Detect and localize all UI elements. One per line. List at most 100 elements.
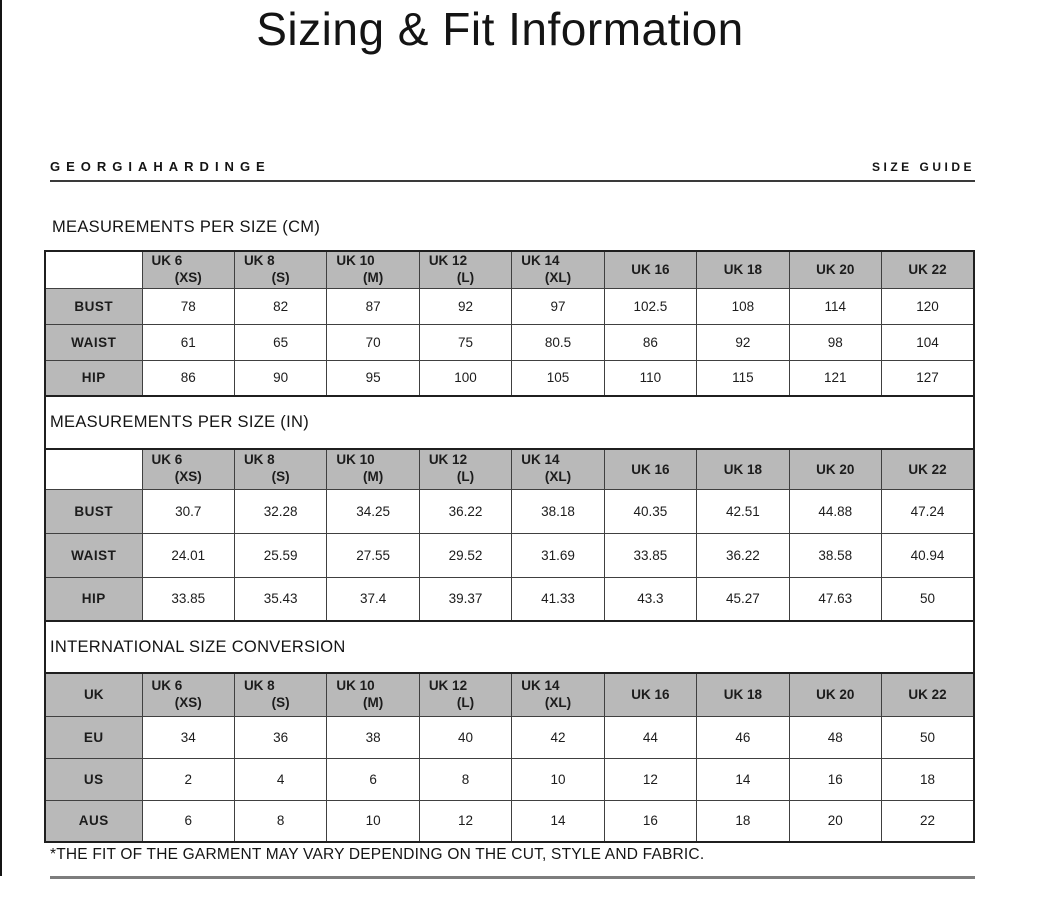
- corner-cell: [44, 250, 143, 289]
- measurement-value: 38.18: [511, 488, 605, 534]
- size-label-line2: (S): [271, 694, 290, 710]
- measurement-value: 42: [511, 715, 605, 759]
- table-row: US 2 4 6 8 10 12 14 16 18: [44, 757, 975, 801]
- size-column-header: UK 22: [881, 250, 975, 289]
- size-column-header: UK 18: [696, 672, 790, 717]
- size-column-header: UK 16: [603, 672, 698, 717]
- measurement-value: 48: [788, 715, 883, 759]
- measurement-value: 87: [326, 287, 420, 325]
- size-label-line1: UK 6: [151, 252, 183, 268]
- size-label-line1: UK 8: [243, 452, 275, 468]
- measurement-value: 29.52: [418, 532, 513, 578]
- size-column-header: UK 14 (XL): [511, 250, 605, 289]
- size-label-line2: (XS): [174, 469, 202, 485]
- top-divider: [50, 180, 975, 182]
- table-row: BUST 78 82 87 92 97 102.5 108 114 120: [44, 287, 975, 325]
- measurement-value: 105: [511, 359, 605, 397]
- measurement-value: 18: [881, 757, 975, 801]
- row-label: HIP: [44, 359, 143, 397]
- size-label-line2: (M): [362, 694, 384, 710]
- row-label: EU: [44, 715, 143, 759]
- size-column-header: UK 6 (XS): [141, 448, 235, 490]
- measurement-value: 36.22: [696, 532, 790, 578]
- row-label: BUST: [44, 488, 143, 534]
- measurement-value: 104: [881, 323, 975, 361]
- measurement-value: 34.25: [326, 488, 420, 534]
- table-row: AUS 6 8 10 12 14 16 18 20 22: [44, 799, 975, 843]
- measurement-value: 8: [418, 757, 513, 801]
- measurement-value: 10: [511, 757, 605, 801]
- measurement-value: 46: [696, 715, 790, 759]
- measurement-value: 75: [418, 323, 513, 361]
- size-label-line1: UK 10: [336, 252, 375, 268]
- page-edge-line: [0, 0, 2, 876]
- size-label-line2: (XS): [174, 694, 202, 710]
- size-column-header: UK 8 (S): [233, 672, 328, 717]
- measurement-value: 36.22: [418, 488, 513, 534]
- size-label-line2: (L): [456, 469, 475, 485]
- measurement-value: 95: [326, 359, 420, 397]
- row-label: US: [44, 757, 143, 801]
- table-row: WAIST 61 65 70 75 80.5 86 92 98 104: [44, 323, 975, 361]
- measurement-value: 78: [141, 287, 235, 325]
- measurement-value: 30.7: [141, 488, 235, 534]
- size-label-line1: UK 14: [521, 452, 560, 468]
- size-label-line1: UK 8: [243, 252, 275, 268]
- fit-disclaimer: *THE FIT OF THE GARMENT MAY VARY DEPENDI…: [50, 846, 705, 863]
- size-label-line2: (XL): [544, 269, 572, 285]
- size-guide-label: SIZE GUIDE: [871, 160, 975, 174]
- measurement-value: 38.58: [788, 532, 883, 578]
- measurement-value: 86: [141, 359, 235, 397]
- size-column-header: UK 16: [603, 448, 698, 490]
- measurement-value: 50: [881, 576, 975, 622]
- measurement-value: 31.69: [511, 532, 605, 578]
- size-column-header: UK 18: [696, 250, 790, 289]
- size-label-line1: UK 14: [521, 252, 560, 268]
- row-label: WAIST: [44, 532, 143, 578]
- measurement-value: 102.5: [603, 287, 698, 325]
- measurement-value: 121: [788, 359, 883, 397]
- page-title: Sizing & Fit Information: [256, 3, 744, 55]
- measurement-value: 34: [141, 715, 235, 759]
- section-heading: MEASUREMENTS PER SIZE (IN): [44, 397, 975, 448]
- measurement-value: 90: [233, 359, 328, 397]
- brand-name: GEORGIAHARDINGE: [50, 159, 271, 174]
- measurement-value: 86: [603, 323, 698, 361]
- size-label-line1: UK 10: [336, 452, 375, 468]
- measurement-value: 61: [141, 323, 235, 361]
- measurement-value: 115: [696, 359, 790, 397]
- size-column-header: UK 18: [696, 448, 790, 490]
- measurement-value: 16: [788, 757, 883, 801]
- size-label-line1: UK 12: [428, 252, 468, 268]
- table-row: BUST 30.7 32.28 34.25 36.22 38.18 40.35 42.51 44…: [44, 488, 975, 534]
- measurement-value: 45.27: [696, 576, 790, 622]
- measurement-value: 14: [696, 757, 790, 801]
- measurement-value: 18: [696, 799, 790, 843]
- measurement-value: 100: [418, 359, 513, 397]
- measurement-value: 108: [696, 287, 790, 325]
- measurement-value: 40.94: [881, 532, 975, 578]
- measurement-value: 2: [141, 757, 235, 801]
- measurement-value: 82: [233, 287, 328, 325]
- bottom-divider: [50, 876, 975, 879]
- measurement-value: 14: [511, 799, 605, 843]
- size-label-line2: (M): [362, 269, 384, 285]
- size-column-header: UK 10 (M): [326, 250, 420, 289]
- size-column-header: UK 22: [881, 448, 975, 490]
- size-label-line2: (M): [362, 469, 384, 485]
- brand-row: GEORGIAHARDINGE SIZE GUIDE: [50, 159, 975, 174]
- size-column-header: UK 6 (XS): [141, 672, 235, 717]
- measurement-value: 40.35: [603, 488, 698, 534]
- measurement-value: 70: [326, 323, 420, 361]
- measurement-value: 36: [233, 715, 328, 759]
- size-column-header: UK 14 (XL): [511, 672, 605, 717]
- size-label-line2: (L): [456, 269, 475, 285]
- size-table: UK 6 (XS) UK 8 (S) UK 10 (M) UK 12 (L) UK 14 (XL)…: [44, 448, 975, 622]
- measurement-value: 47.63: [788, 576, 883, 622]
- table-row: EU 34 36 38 40 42 44 46 48 50: [44, 715, 975, 759]
- table-row: WAIST 24.01 25.59 27.55 29.52 31.69 33.85 36.22…: [44, 532, 975, 578]
- measurement-value: 38: [326, 715, 420, 759]
- measurement-value: 40: [418, 715, 513, 759]
- size-label-line2: (S): [271, 269, 290, 285]
- measurement-value: 114: [788, 287, 883, 325]
